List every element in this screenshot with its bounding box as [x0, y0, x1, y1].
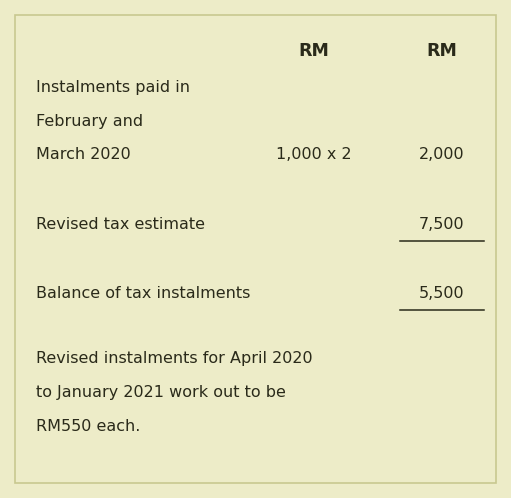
Text: Instalments paid in: Instalments paid in — [36, 80, 190, 95]
FancyBboxPatch shape — [15, 15, 496, 483]
Text: February and: February and — [36, 114, 143, 128]
Text: 1,000 x 2: 1,000 x 2 — [276, 147, 352, 162]
Text: Revised instalments for April 2020: Revised instalments for April 2020 — [36, 351, 312, 366]
Text: RM: RM — [427, 42, 457, 60]
Text: Balance of tax instalments: Balance of tax instalments — [36, 286, 250, 301]
Text: March 2020: March 2020 — [36, 147, 130, 162]
Text: 2,000: 2,000 — [419, 147, 465, 162]
Text: RM550 each.: RM550 each. — [36, 419, 140, 434]
Text: to January 2021 work out to be: to January 2021 work out to be — [36, 385, 286, 400]
Text: RM: RM — [299, 42, 330, 60]
Text: 7,500: 7,500 — [419, 217, 465, 232]
Text: 5,500: 5,500 — [419, 286, 465, 301]
Text: Revised tax estimate: Revised tax estimate — [36, 217, 205, 232]
